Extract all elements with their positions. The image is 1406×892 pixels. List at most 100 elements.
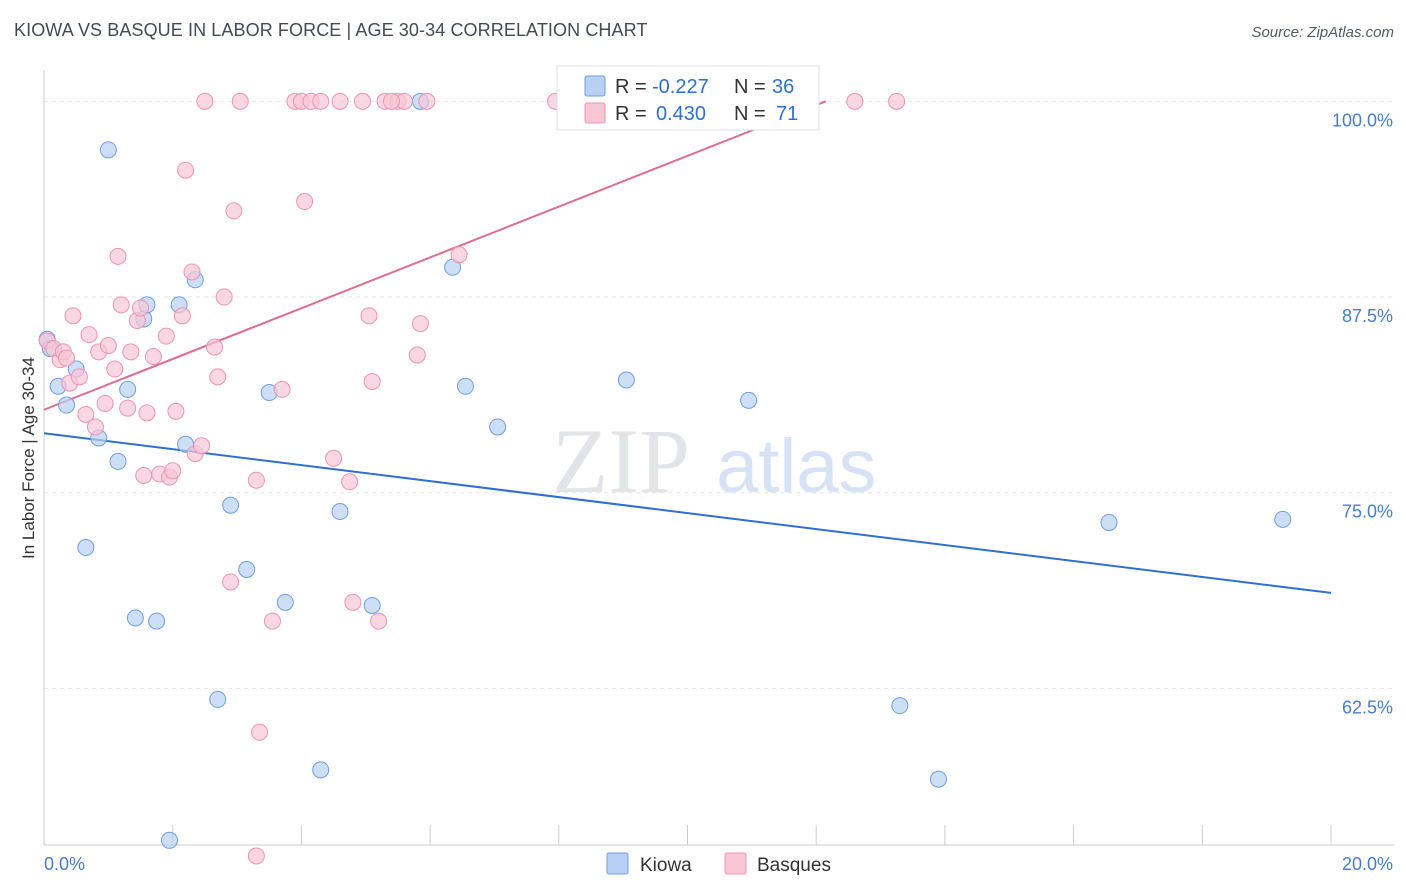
kiowa-point (1274, 510, 1292, 528)
chart-title: KIOWA VS BASQUE IN LABOR FORCE | AGE 30-… (14, 20, 648, 40)
basque-point (119, 399, 137, 417)
basque-point (215, 288, 233, 306)
basque-point (418, 92, 436, 110)
basque-point (370, 612, 388, 630)
y-tick-label: 75.0% (1342, 502, 1393, 522)
kiowa-point (77, 539, 95, 557)
trend-lines (43, 100, 1332, 594)
basque-point (325, 449, 343, 467)
correlation-legend: R = -0.227 N = 36 R = 0.430 N = 71 (556, 65, 820, 131)
basque-point (363, 373, 381, 391)
y-axis-label: In Labor Force | Age 30-34 (19, 357, 38, 559)
source-credit: Source: ZipAtlas.com (1251, 24, 1394, 41)
data-points (38, 92, 1292, 865)
grid-lines (44, 100, 1395, 689)
legend-basque-n-label: N = (734, 103, 766, 125)
basque-point (122, 343, 140, 361)
basque-point (263, 612, 281, 630)
basque-point (138, 404, 156, 422)
legend-basque-swatch (584, 102, 606, 124)
y-tick-label: 87.5% (1342, 306, 1393, 326)
basque-point (341, 473, 359, 491)
series-legend: Kiowa Basques (606, 852, 831, 876)
y-tick-label: 62.5% (1342, 697, 1393, 717)
basque-point (173, 307, 191, 325)
basque-point (231, 92, 249, 110)
basque-point (144, 348, 162, 366)
kiowa-point (276, 593, 294, 611)
basque-point (209, 368, 227, 386)
basque-point (183, 263, 201, 281)
basque-point (206, 338, 224, 356)
legend-basque-n-value: 71 (776, 103, 798, 125)
kiowa-point (119, 380, 137, 398)
basque-point (167, 402, 185, 420)
bottom-legend-kiowa-swatch (606, 852, 629, 875)
kiowa-point (58, 396, 76, 414)
basque-point (70, 368, 88, 386)
watermark-zip: ZIP (552, 410, 690, 512)
basque-point (450, 246, 468, 264)
kiowa-point (160, 831, 178, 849)
basque-point (80, 326, 98, 344)
kiowa-point (126, 609, 144, 627)
legend-kiowa-n-value: 36 (772, 76, 794, 98)
basque-point (247, 471, 265, 489)
basque-point (344, 593, 362, 611)
bottom-legend-kiowa-label: Kiowa (640, 855, 692, 876)
kiowa-point (929, 770, 947, 788)
kiowa-point (617, 371, 635, 389)
basque-point (360, 307, 378, 325)
basque-point (247, 847, 265, 865)
basque-point (77, 405, 95, 423)
basque-point (177, 161, 195, 179)
basque-point (251, 723, 269, 741)
basque-point (135, 467, 153, 485)
kiowa-point (363, 596, 381, 614)
basque-point (354, 92, 372, 110)
kiowa-point (740, 391, 758, 409)
axes (43, 70, 1395, 846)
basque-point (296, 193, 314, 211)
kiowa-point (238, 560, 256, 578)
basque-point (164, 462, 182, 480)
bottom-legend-basque-label: Basques (757, 855, 831, 876)
legend-basque-r-label: R = (615, 103, 647, 125)
basque-trend-line (43, 100, 827, 411)
x-tick-label-min: 0.0% (44, 854, 85, 874)
y-tick-label: 100.0% (1332, 110, 1393, 130)
kiowa-point (456, 377, 474, 395)
basque-point (132, 299, 150, 317)
kiowa-point (1100, 513, 1118, 531)
basque-point (96, 394, 114, 412)
kiowa-point (99, 141, 117, 159)
kiowa-point (109, 452, 127, 470)
basque-point (411, 315, 429, 333)
basque-point (112, 296, 130, 314)
legend-basque-r-value: 0.430 (656, 103, 706, 125)
kiowa-point (331, 503, 349, 521)
basque-point (331, 92, 349, 110)
basque-point (312, 92, 330, 110)
kiowa-trend-line (43, 432, 1332, 594)
basque-point (888, 92, 906, 110)
basque-point (846, 92, 864, 110)
x-tick-label-max: 20.0% (1342, 854, 1393, 874)
basque-point (225, 202, 243, 220)
basque-point (273, 380, 291, 398)
kiowa-point (312, 761, 330, 779)
basque-point (106, 360, 124, 378)
basque-point (99, 337, 117, 355)
watermark-atlas: atlas (716, 424, 877, 509)
kiowa-point (489, 418, 507, 436)
basque-point (222, 573, 240, 591)
kiowa-point (891, 697, 909, 715)
kiowa-point (148, 612, 166, 630)
basque-point (382, 92, 400, 110)
legend-kiowa-r-value: -0.227 (652, 76, 709, 98)
bottom-legend-basque-swatch (724, 852, 747, 875)
legend-kiowa-n-label: N = (734, 76, 766, 98)
basque-point (196, 92, 214, 110)
legend-kiowa-swatch (584, 75, 606, 97)
